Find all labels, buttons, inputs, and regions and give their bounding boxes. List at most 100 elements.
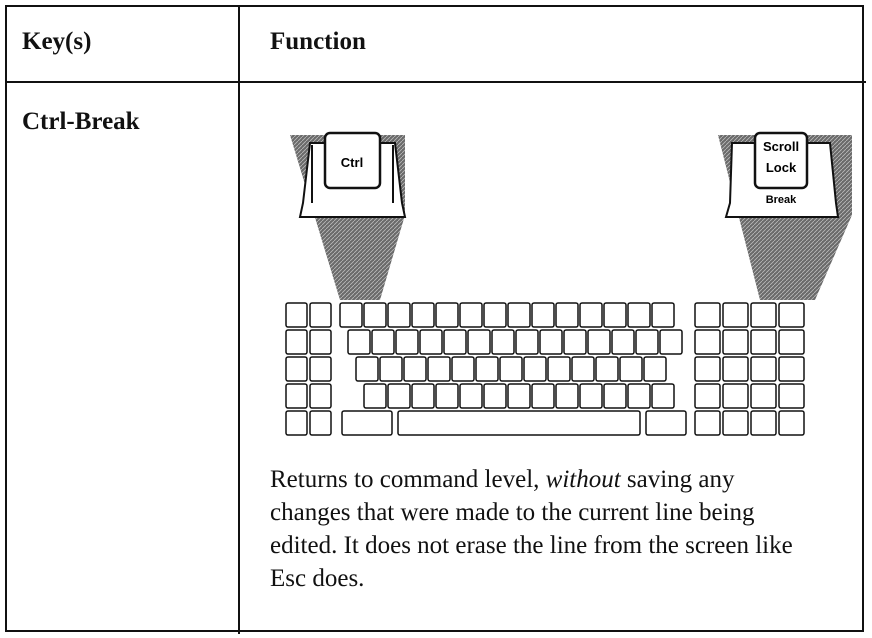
key — [507, 383, 531, 409]
key — [722, 383, 749, 409]
key — [750, 383, 777, 409]
keyboard — [285, 302, 805, 436]
key — [563, 329, 587, 355]
key — [363, 302, 387, 328]
key — [355, 356, 379, 382]
key — [750, 356, 777, 382]
key — [694, 410, 721, 436]
key — [603, 383, 627, 409]
key — [459, 302, 483, 328]
key — [627, 383, 651, 409]
key — [435, 383, 459, 409]
ctrl-label: Ctrl — [341, 155, 363, 170]
key — [499, 356, 523, 382]
key — [635, 329, 659, 355]
key — [750, 410, 777, 436]
key — [443, 329, 467, 355]
key — [347, 329, 371, 355]
key — [451, 356, 475, 382]
key — [778, 410, 805, 436]
key — [645, 410, 687, 436]
key — [515, 329, 539, 355]
key — [579, 302, 603, 328]
key — [371, 329, 395, 355]
scroll-lock-keycap: Scroll Lock Break — [724, 131, 840, 218]
header-rule — [5, 81, 866, 83]
key — [403, 356, 427, 382]
header-keys: Key(s) — [22, 28, 92, 55]
key — [339, 302, 363, 328]
key — [309, 329, 332, 355]
key — [722, 410, 749, 436]
ctrl-keycap: Ctrl — [298, 131, 407, 218]
break-label: Break — [766, 194, 797, 206]
key — [507, 302, 531, 328]
key — [778, 302, 805, 328]
key — [579, 383, 603, 409]
key — [539, 329, 563, 355]
key — [363, 383, 387, 409]
key — [379, 356, 403, 382]
key — [694, 356, 721, 382]
key — [694, 329, 721, 355]
key — [651, 302, 675, 328]
key — [750, 329, 777, 355]
key — [411, 383, 435, 409]
key — [397, 410, 641, 436]
key — [435, 302, 459, 328]
key — [694, 302, 721, 328]
key — [341, 410, 393, 436]
description-text: Returns to command level, — [270, 466, 546, 493]
table-border — [5, 5, 864, 632]
key — [603, 302, 627, 328]
key — [778, 383, 805, 409]
key — [722, 356, 749, 382]
key — [459, 383, 483, 409]
lock-label: Lock — [766, 160, 797, 175]
key — [419, 329, 443, 355]
key — [309, 356, 332, 382]
key — [483, 302, 507, 328]
key — [387, 383, 411, 409]
description-emphasis: without — [545, 466, 621, 493]
key — [475, 356, 499, 382]
key — [722, 329, 749, 355]
header-function: Function — [270, 28, 366, 55]
key — [643, 356, 667, 382]
key — [285, 329, 308, 355]
key — [387, 302, 411, 328]
key — [309, 410, 332, 436]
key — [627, 302, 651, 328]
key — [309, 302, 332, 328]
key — [483, 383, 507, 409]
key — [309, 383, 332, 409]
description-text: saving any changes that were made to the… — [270, 466, 793, 592]
column-rule — [238, 5, 240, 634]
key — [778, 329, 805, 355]
key — [555, 383, 579, 409]
key — [523, 356, 547, 382]
key — [750, 302, 777, 328]
keyboard-illustration: Ctrl Scroll Lock Break — [285, 131, 852, 436]
key — [491, 329, 515, 355]
key — [587, 329, 611, 355]
key — [285, 410, 308, 436]
scroll-label: Scroll — [763, 139, 799, 154]
key — [531, 383, 555, 409]
key — [778, 356, 805, 382]
key — [411, 302, 435, 328]
key — [467, 329, 491, 355]
key — [555, 302, 579, 328]
key — [722, 302, 749, 328]
key — [285, 302, 308, 328]
key-name: Ctrl-Break — [22, 108, 140, 135]
key — [611, 329, 635, 355]
key — [427, 356, 451, 382]
key — [619, 356, 643, 382]
description: Returns to command level, without saving… — [270, 463, 810, 595]
key — [531, 302, 555, 328]
key — [595, 356, 619, 382]
key — [694, 383, 721, 409]
key — [651, 383, 675, 409]
